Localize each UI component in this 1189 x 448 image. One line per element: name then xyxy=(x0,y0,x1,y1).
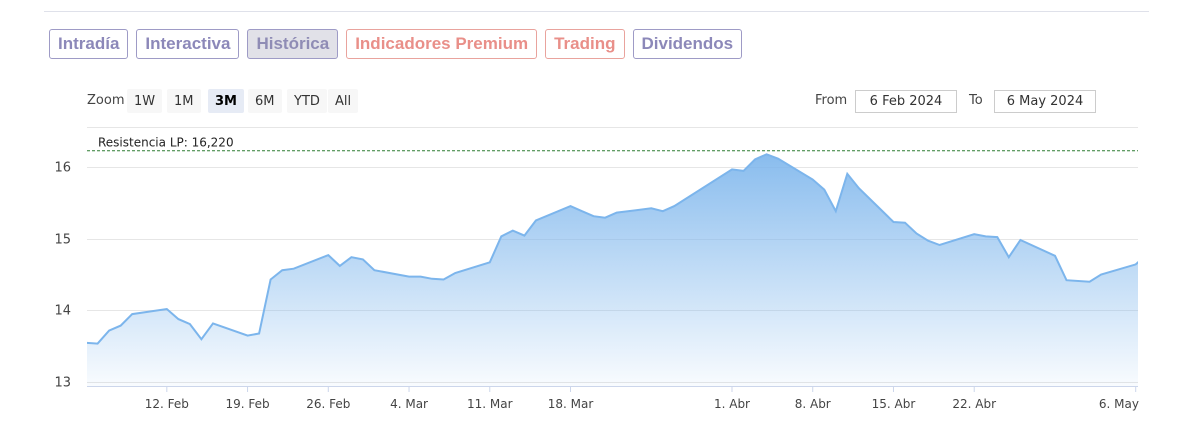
top-divider xyxy=(44,11,1149,12)
y-tick-label: 14 xyxy=(54,304,71,319)
x-tick-label: 19. Feb xyxy=(225,397,269,411)
zoom-button-1w[interactable]: 1W xyxy=(127,89,163,113)
tab-interactiva[interactable]: Interactiva xyxy=(136,29,240,59)
y-tick-label: 15 xyxy=(54,233,71,248)
x-tick-label: 1. Abr xyxy=(714,397,750,411)
tab-dividendos[interactable]: Dividendos xyxy=(632,29,743,59)
resistance-label: Resistencia LP: 16,220 xyxy=(98,136,234,150)
tab-intradía[interactable]: Intradía xyxy=(49,29,129,59)
from-label: From xyxy=(815,93,848,108)
zoom-button-all[interactable]: All xyxy=(328,89,359,113)
x-tick-label: 12. Feb xyxy=(145,397,189,411)
tab-indicadores-premium[interactable]: Indicadores Premium xyxy=(346,29,538,59)
x-tick-label: 4. Mar xyxy=(390,397,428,411)
x-tick-label: 6. May xyxy=(1099,397,1139,411)
series-area xyxy=(87,154,1138,386)
zoom-button-1m[interactable]: 1M xyxy=(167,89,201,113)
x-tick-label: 18. Mar xyxy=(548,397,594,411)
series-line xyxy=(87,153,1138,345)
series-group xyxy=(87,153,1138,386)
x-tick-label: 26. Feb xyxy=(306,397,350,411)
tab-trading[interactable]: Trading xyxy=(545,29,625,59)
from-date-input[interactable] xyxy=(855,90,957,113)
zoom-button-ytd[interactable]: YTD xyxy=(287,89,327,113)
zoom-button-3m[interactable]: 3M xyxy=(208,89,244,113)
x-tick-label: 11. Mar xyxy=(467,397,513,411)
chart-type-tabs: Intradía Interactiva Histórica Indicadores … xyxy=(49,29,743,59)
to-date-input[interactable] xyxy=(994,90,1096,113)
x-tick-label: 15. Abr xyxy=(872,397,916,411)
y-tick-label: 13 xyxy=(54,376,71,391)
zoom-button-6m[interactable]: 6M xyxy=(248,89,282,113)
y-tick-label: 16 xyxy=(54,161,71,176)
zoom-label: Zoom xyxy=(87,93,125,108)
tab-histórica[interactable]: Histórica xyxy=(247,29,339,59)
x-tick-label: 22. Abr xyxy=(952,397,996,411)
x-tick-label: 8. Abr xyxy=(795,397,831,411)
to-label: To xyxy=(969,93,983,108)
